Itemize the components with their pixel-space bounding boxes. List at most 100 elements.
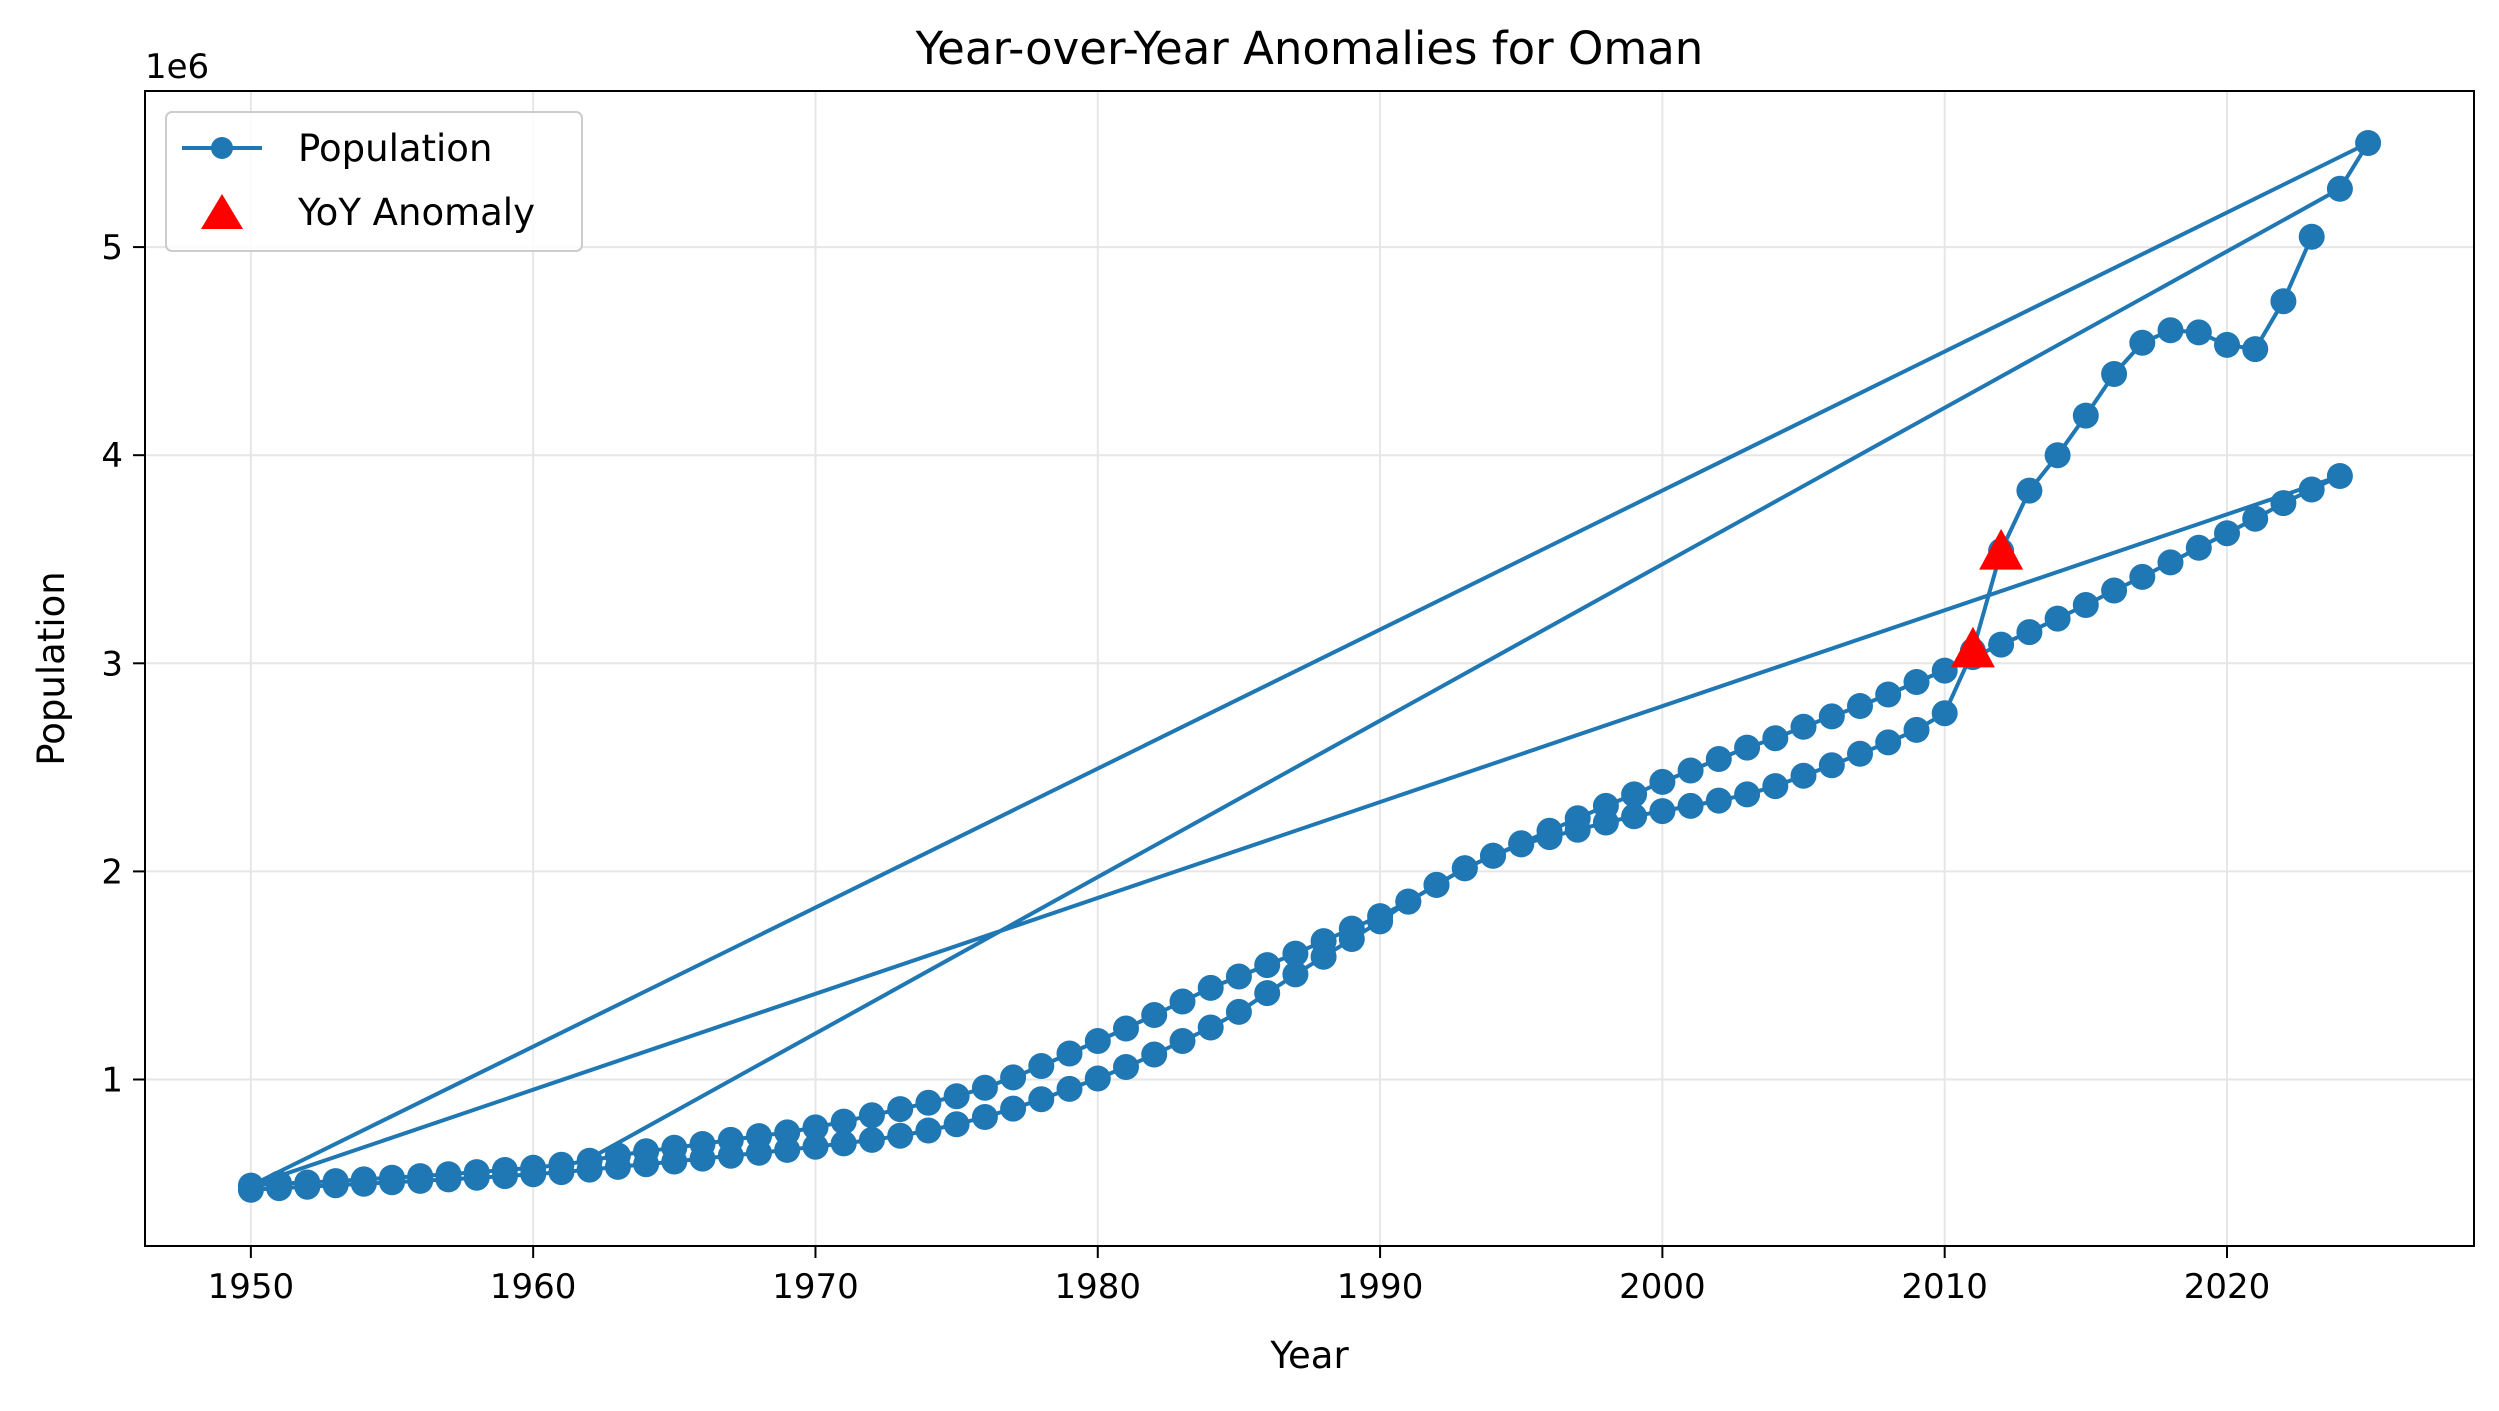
x-axis-label: Year [1269, 1334, 1349, 1377]
y-tick-label: 1 [101, 1061, 123, 1101]
population-point [774, 1136, 801, 1163]
population-point [548, 1159, 575, 1186]
x-tick-label: 2010 [1901, 1267, 1988, 1307]
population-point [1734, 734, 1761, 761]
population-point [1282, 940, 1309, 967]
population-point [407, 1167, 434, 1194]
population-point [2157, 549, 2184, 576]
population-point [2101, 361, 2128, 387]
population-point [802, 1133, 829, 1160]
population-point [2242, 505, 2269, 532]
population-point [1903, 716, 1930, 743]
population-point [1621, 803, 1648, 830]
population-point [1197, 974, 1224, 1001]
population-point [2129, 563, 2156, 590]
population-point [830, 1108, 857, 1135]
population-point [294, 1173, 321, 1200]
population-point [2101, 577, 2128, 604]
population-point [887, 1096, 914, 1123]
population-point [1762, 725, 1789, 752]
population-point [1141, 1041, 1168, 1068]
population-point [2044, 442, 2071, 469]
x-tick-label: 1960 [490, 1267, 577, 1307]
population-point [1000, 1064, 1027, 1091]
population-point [2129, 329, 2156, 356]
population-point [2016, 619, 2043, 646]
x-tick-label: 2000 [1619, 1267, 1706, 1307]
population-point [1847, 693, 1873, 719]
axes: 1950 1960 1970 1980 1990 2000 2010 2020 1 2 3 4 5 [101, 228, 2270, 1307]
population-point [1564, 816, 1591, 843]
population-point [463, 1164, 490, 1191]
population-point [491, 1163, 518, 1190]
anomaly-point [1979, 528, 2024, 570]
population-point [1113, 1015, 1139, 1042]
population-point [830, 1130, 857, 1157]
population-point [1508, 831, 1535, 858]
population-point [435, 1166, 462, 1193]
x-tick-label: 2020 [2184, 1267, 2271, 1307]
population-point [2044, 605, 2071, 632]
population-point [520, 1161, 547, 1188]
x-tick-label: 1990 [1337, 1267, 1424, 1307]
x-tick-label: 1980 [1055, 1267, 1142, 1307]
population-point [2298, 223, 2325, 250]
population-point [2072, 402, 2099, 429]
population-point [858, 1126, 885, 1153]
plot-area [237, 130, 2382, 1203]
population-point [1649, 768, 1676, 795]
population-point [1677, 757, 1704, 784]
population-point [237, 1176, 264, 1203]
population-point [1225, 963, 1252, 990]
legend-label-population: Population [298, 127, 492, 170]
population-point [2016, 477, 2043, 504]
population-point [689, 1145, 716, 1172]
population-point [2326, 175, 2353, 202]
population-point [1705, 787, 1732, 814]
y-tick-label: 4 [101, 436, 123, 476]
population-point [717, 1142, 744, 1169]
population-point [2214, 331, 2240, 358]
y-axis-label: Population [30, 571, 73, 765]
population-point [661, 1148, 688, 1175]
population-point [2270, 288, 2297, 315]
population-point [802, 1114, 829, 1141]
population-point [746, 1139, 772, 1166]
population-point [1254, 980, 1281, 1007]
plot-frame [144, 90, 2475, 1247]
population-point [1084, 1028, 1111, 1054]
population-point [2072, 592, 2099, 618]
population-point [915, 1117, 942, 1144]
population-point [1762, 773, 1789, 800]
population-point [1254, 952, 1281, 979]
population-point [1056, 1040, 1083, 1067]
population-point [1790, 762, 1817, 789]
population-point [2185, 319, 2212, 346]
legend-triangle-marker [201, 194, 243, 229]
population-point [1875, 729, 1902, 756]
population-point [915, 1089, 942, 1116]
population-point [1536, 824, 1563, 851]
population-point [858, 1102, 885, 1129]
population-point [943, 1083, 970, 1110]
population-point [887, 1122, 914, 1149]
population-point [1931, 700, 1958, 727]
population-point [1338, 926, 1365, 952]
population-point [1169, 988, 1196, 1015]
population-point [1734, 781, 1761, 808]
population-point [1113, 1054, 1139, 1080]
population-point [1141, 1002, 1168, 1028]
population-point [2214, 520, 2240, 547]
population-point [1282, 961, 1309, 988]
chart-title: Year-over-Year Anomalies for Oman [915, 22, 1704, 75]
population-point [1677, 792, 1704, 819]
population-point [576, 1156, 603, 1183]
population-point [1649, 798, 1676, 825]
y-axis-offset-label: 1e6 [145, 47, 209, 87]
population-point [1480, 842, 1506, 869]
population-point [1423, 871, 1450, 898]
population-point [971, 1074, 998, 1101]
population-point [2185, 534, 2212, 561]
